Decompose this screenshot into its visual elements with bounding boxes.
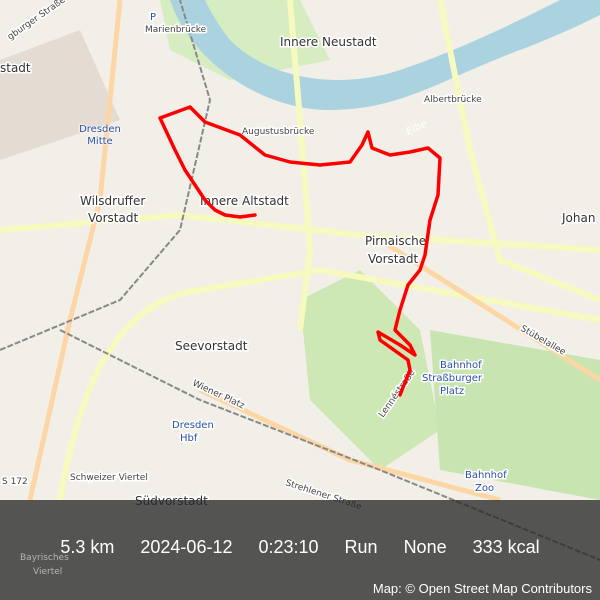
map-labels: P Marienbrücke Innere Neustadt Albertbrü…: [0, 0, 597, 514]
label-albertbruecke: Albertbrücke: [424, 95, 482, 105]
stat-gear: None: [403, 537, 447, 557]
stat-activity: Run: [344, 537, 378, 557]
parking-icon: P: [150, 12, 156, 23]
label-s172: S 172: [2, 477, 28, 487]
label-schweizer-viertel: Schweizer Viertel: [70, 473, 148, 483]
park-grosser-garten: [430, 330, 600, 500]
label-bayrisches: Bayrisches: [20, 553, 69, 563]
label-augustusbruecke: Augustusbrücke: [242, 127, 315, 137]
label-dresden-hbf-1: Dresden: [172, 420, 214, 431]
label-pirnaische-vorstadt: Vorstadt: [368, 252, 418, 266]
label-innere-neustadt: Innere Neustadt: [280, 35, 377, 49]
label-johannstadt: Johan: [561, 211, 595, 225]
stat-calories: 333 kcal: [472, 537, 540, 557]
label-viertel: Viertel: [33, 567, 63, 577]
label-platz: Platz: [440, 386, 464, 397]
label-wilsdruffer: Wilsdruffer: [80, 194, 145, 208]
label-bahnhof-zoo-2: Zoo: [475, 483, 494, 494]
label-vorstadt: Vorstadt: [88, 211, 138, 225]
stat-duration: 0:23:10: [258, 537, 319, 557]
urban-block: [0, 30, 120, 160]
label-dresden-hbf: Hbf: [180, 433, 198, 444]
label-stadt: stadt: [0, 61, 31, 75]
stat-distance: 5.3 km: [60, 537, 115, 557]
map-attribution[interactable]: Map: © Open Street Map Contributors: [372, 581, 592, 596]
route-track: [158, 105, 442, 397]
main-roads: [0, 0, 600, 501]
label-seevorstadt: Seevorstadt: [175, 339, 248, 353]
label-strassburger: Straßburger: [422, 373, 483, 384]
river-elbe: [170, 0, 600, 110]
park-grosser-garten-west: [300, 270, 440, 470]
label-dresden-mitte: Dresden Mitte: [79, 124, 121, 147]
stats-bar: Bayrisches Viertel 5.3 km 2024-06-12 0:2…: [0, 500, 600, 600]
label-marienbruecke: Marienbrücke: [145, 25, 207, 35]
stat-date: 2024-06-12: [140, 537, 233, 557]
secondary-roads: [27, 0, 600, 503]
label-bahnhof: Bahnhof: [440, 360, 482, 371]
label-innere-altstadt: Innere Altstadt: [200, 194, 289, 208]
label-bahnhof-zoo-1: Bahnhof: [465, 470, 507, 481]
stats-row: 5.3 km 2024-06-12 0:23:10 Run None 333 k…: [0, 537, 600, 558]
label-pirnaische: Pirnaische: [365, 234, 426, 248]
